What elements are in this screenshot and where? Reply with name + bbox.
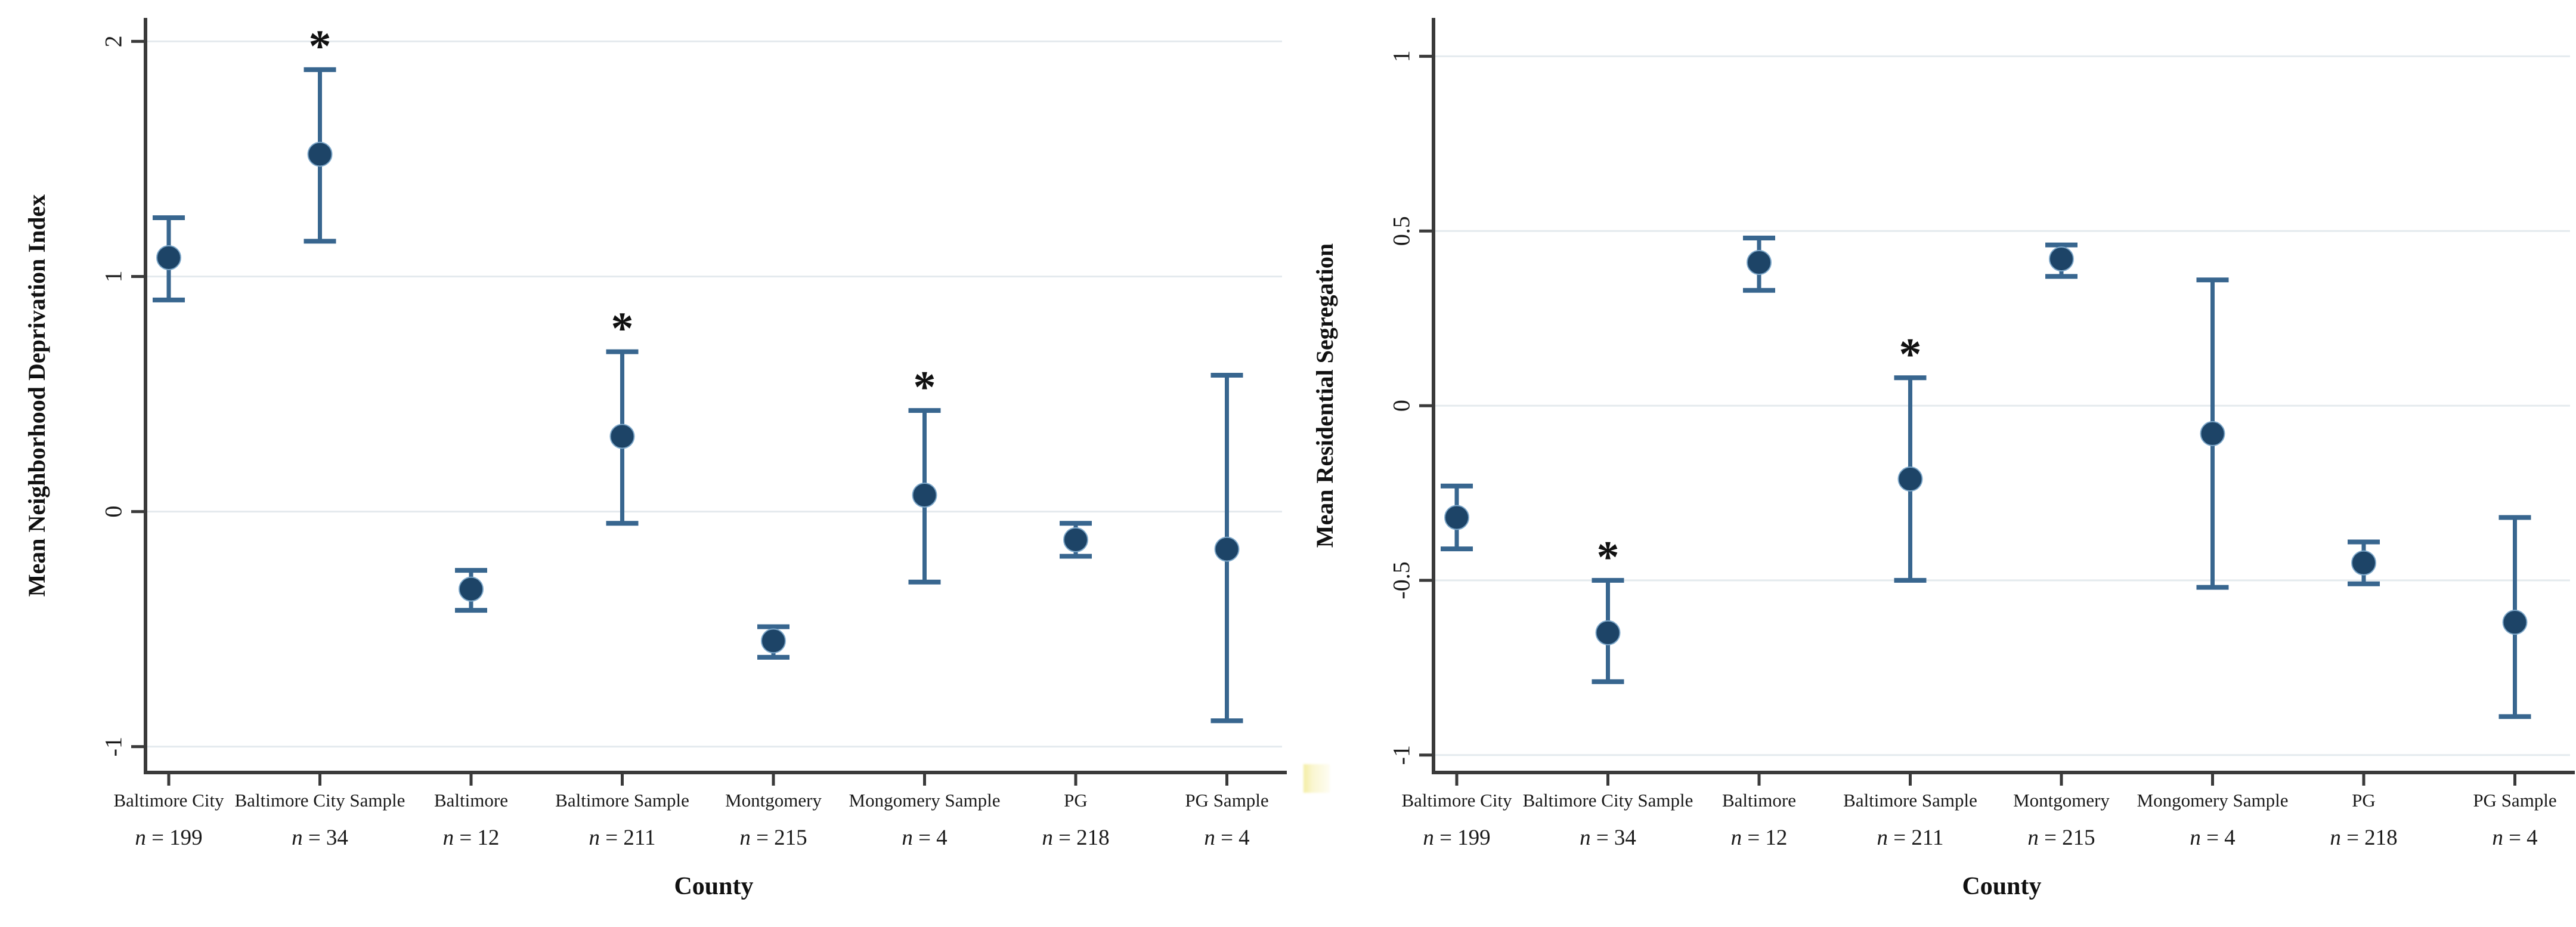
sample-size-label: n = 211 [1877,826,1944,850]
point-marker [1444,505,1469,530]
x-axis-title-county-right: County [1962,873,2042,900]
category-label: Mongomery Sample [2137,790,2289,811]
category-label: Baltimore City Sample [235,790,405,811]
category-label: PG [2352,790,2376,811]
y-tick-label: 1 [1388,50,1415,62]
significance-star: * [309,21,332,72]
significance-star: * [611,304,634,354]
sample-size-label: n = 215 [2027,826,2095,850]
y-axis-title-deprivation: Mean Neighborhood Deprivation Index [23,194,50,597]
sample-size-label: n = 12 [443,826,500,850]
sample-size-label: n = 215 [739,826,807,850]
sample-size-label: n = 4 [2190,826,2235,850]
category-label: Baltimore Sample [555,790,689,811]
sample-size-label: n = 218 [2330,826,2397,850]
category-label: Baltimore City [1401,790,1512,811]
y-tick-label: 0 [1388,400,1415,412]
point-marker [307,141,333,167]
significance-star: * [914,362,936,412]
category-label: PG Sample [2473,790,2556,811]
category-label: Baltimore Sample [1843,790,1977,811]
point-marker [2049,246,2074,272]
highlight-artifact [1304,764,1330,793]
chart-residential-segregation: -1 -0.5 0 0.5 1 Baltimore City n = 199 * Baltimo… [1388,18,2575,850]
sample-size-label: n = 34 [1580,826,1636,850]
y-tick-label: 2 [100,35,127,47]
category-label: Montgomery [2013,790,2110,811]
sample-size-label: n = 4 [1204,826,1249,850]
significance-star: * [1597,532,1620,582]
point-marker [1214,536,1240,562]
y-tick-label: -1 [1388,745,1415,765]
significance-star: * [1899,329,1922,379]
y-tick-label: -1 [100,737,127,756]
point-marker [609,424,635,449]
point-marker [2200,421,2225,446]
sample-size-label: n = 211 [589,826,656,850]
sample-size-label: n = 218 [1042,826,1109,850]
point-marker [1747,249,1772,275]
category-label: PG [1064,790,1088,811]
sample-size-label: n = 199 [1423,826,1490,850]
point-marker [156,245,181,270]
point-marker [912,482,937,508]
category-label: Baltimore [434,790,508,811]
y-tick-label: 1 [100,270,127,282]
y-tick-label: 0.5 [1388,216,1415,246]
sample-size-label: n = 4 [902,826,947,850]
sample-size-label: n = 34 [292,826,348,850]
point-marker [2351,550,2376,576]
y-axis-title-segregation: Mean Residential Segregation [1311,243,1338,548]
y-tick-label: 0 [100,506,127,518]
category-label: Mongomery Sample [849,790,1001,811]
category-label: Baltimore City [113,790,224,811]
sample-size-label: n = 12 [1731,826,1788,850]
point-marker [459,576,484,602]
sample-size-label: n = 4 [2492,826,2537,850]
point-marker [761,628,786,654]
chart-neighborhood-deprivation: -1 0 1 2 Baltimore City n = 199 * Baltimore Cit… [100,18,1287,850]
category-label: Montgomery [725,790,822,811]
category-label: PG Sample [1185,790,1268,811]
sample-size-label: n = 199 [135,826,202,850]
point-marker [2502,610,2528,635]
category-label: Baltimore City Sample [1523,790,1693,811]
point-marker [1063,527,1088,552]
point-marker [1595,620,1621,645]
x-axis-title-county-left: County [674,873,754,900]
y-tick-label: -0.5 [1388,561,1415,599]
point-marker [1897,466,1923,492]
category-label: Baltimore [1722,790,1796,811]
